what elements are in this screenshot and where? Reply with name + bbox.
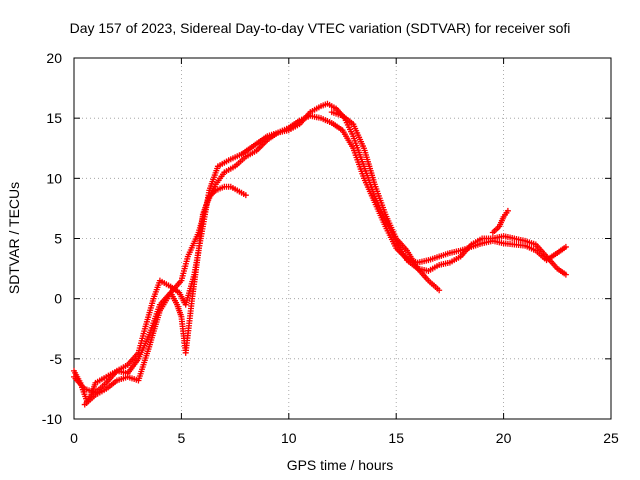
y-tick-label: 5	[54, 231, 62, 247]
axes	[73, 57, 612, 420]
x-tick-label: 5	[178, 430, 186, 446]
y-tick-label: 20	[46, 50, 62, 66]
data-point	[562, 271, 569, 278]
y-tick-label: -5	[50, 351, 63, 367]
tick-labels: 0 5 10 15 20 25 -10 -5 0 5 10 15 20	[42, 50, 619, 446]
y-tick-label: 10	[46, 170, 62, 186]
y-axis-label: SDTVAR / TECUs	[6, 182, 22, 294]
data-point	[562, 243, 569, 250]
y-tick-label: 15	[46, 110, 62, 126]
x-tick-label: 10	[281, 430, 297, 446]
x-axis-label: GPS time / hours	[287, 457, 394, 473]
x-tick-label: 15	[388, 430, 404, 446]
data-point	[436, 287, 443, 294]
x-tick-label: 25	[603, 430, 619, 446]
grid-lines	[74, 58, 611, 419]
x-tick-label: 20	[496, 430, 512, 446]
y-tick-label: -10	[42, 411, 62, 427]
y-tick-label: 0	[54, 291, 62, 307]
data-points	[71, 100, 569, 408]
data-point	[504, 207, 511, 214]
chart-title: Day 157 of 2023, Sidereal Day-to-day VTE…	[70, 20, 571, 36]
data-point	[242, 192, 249, 199]
x-tick-label: 0	[70, 430, 78, 446]
